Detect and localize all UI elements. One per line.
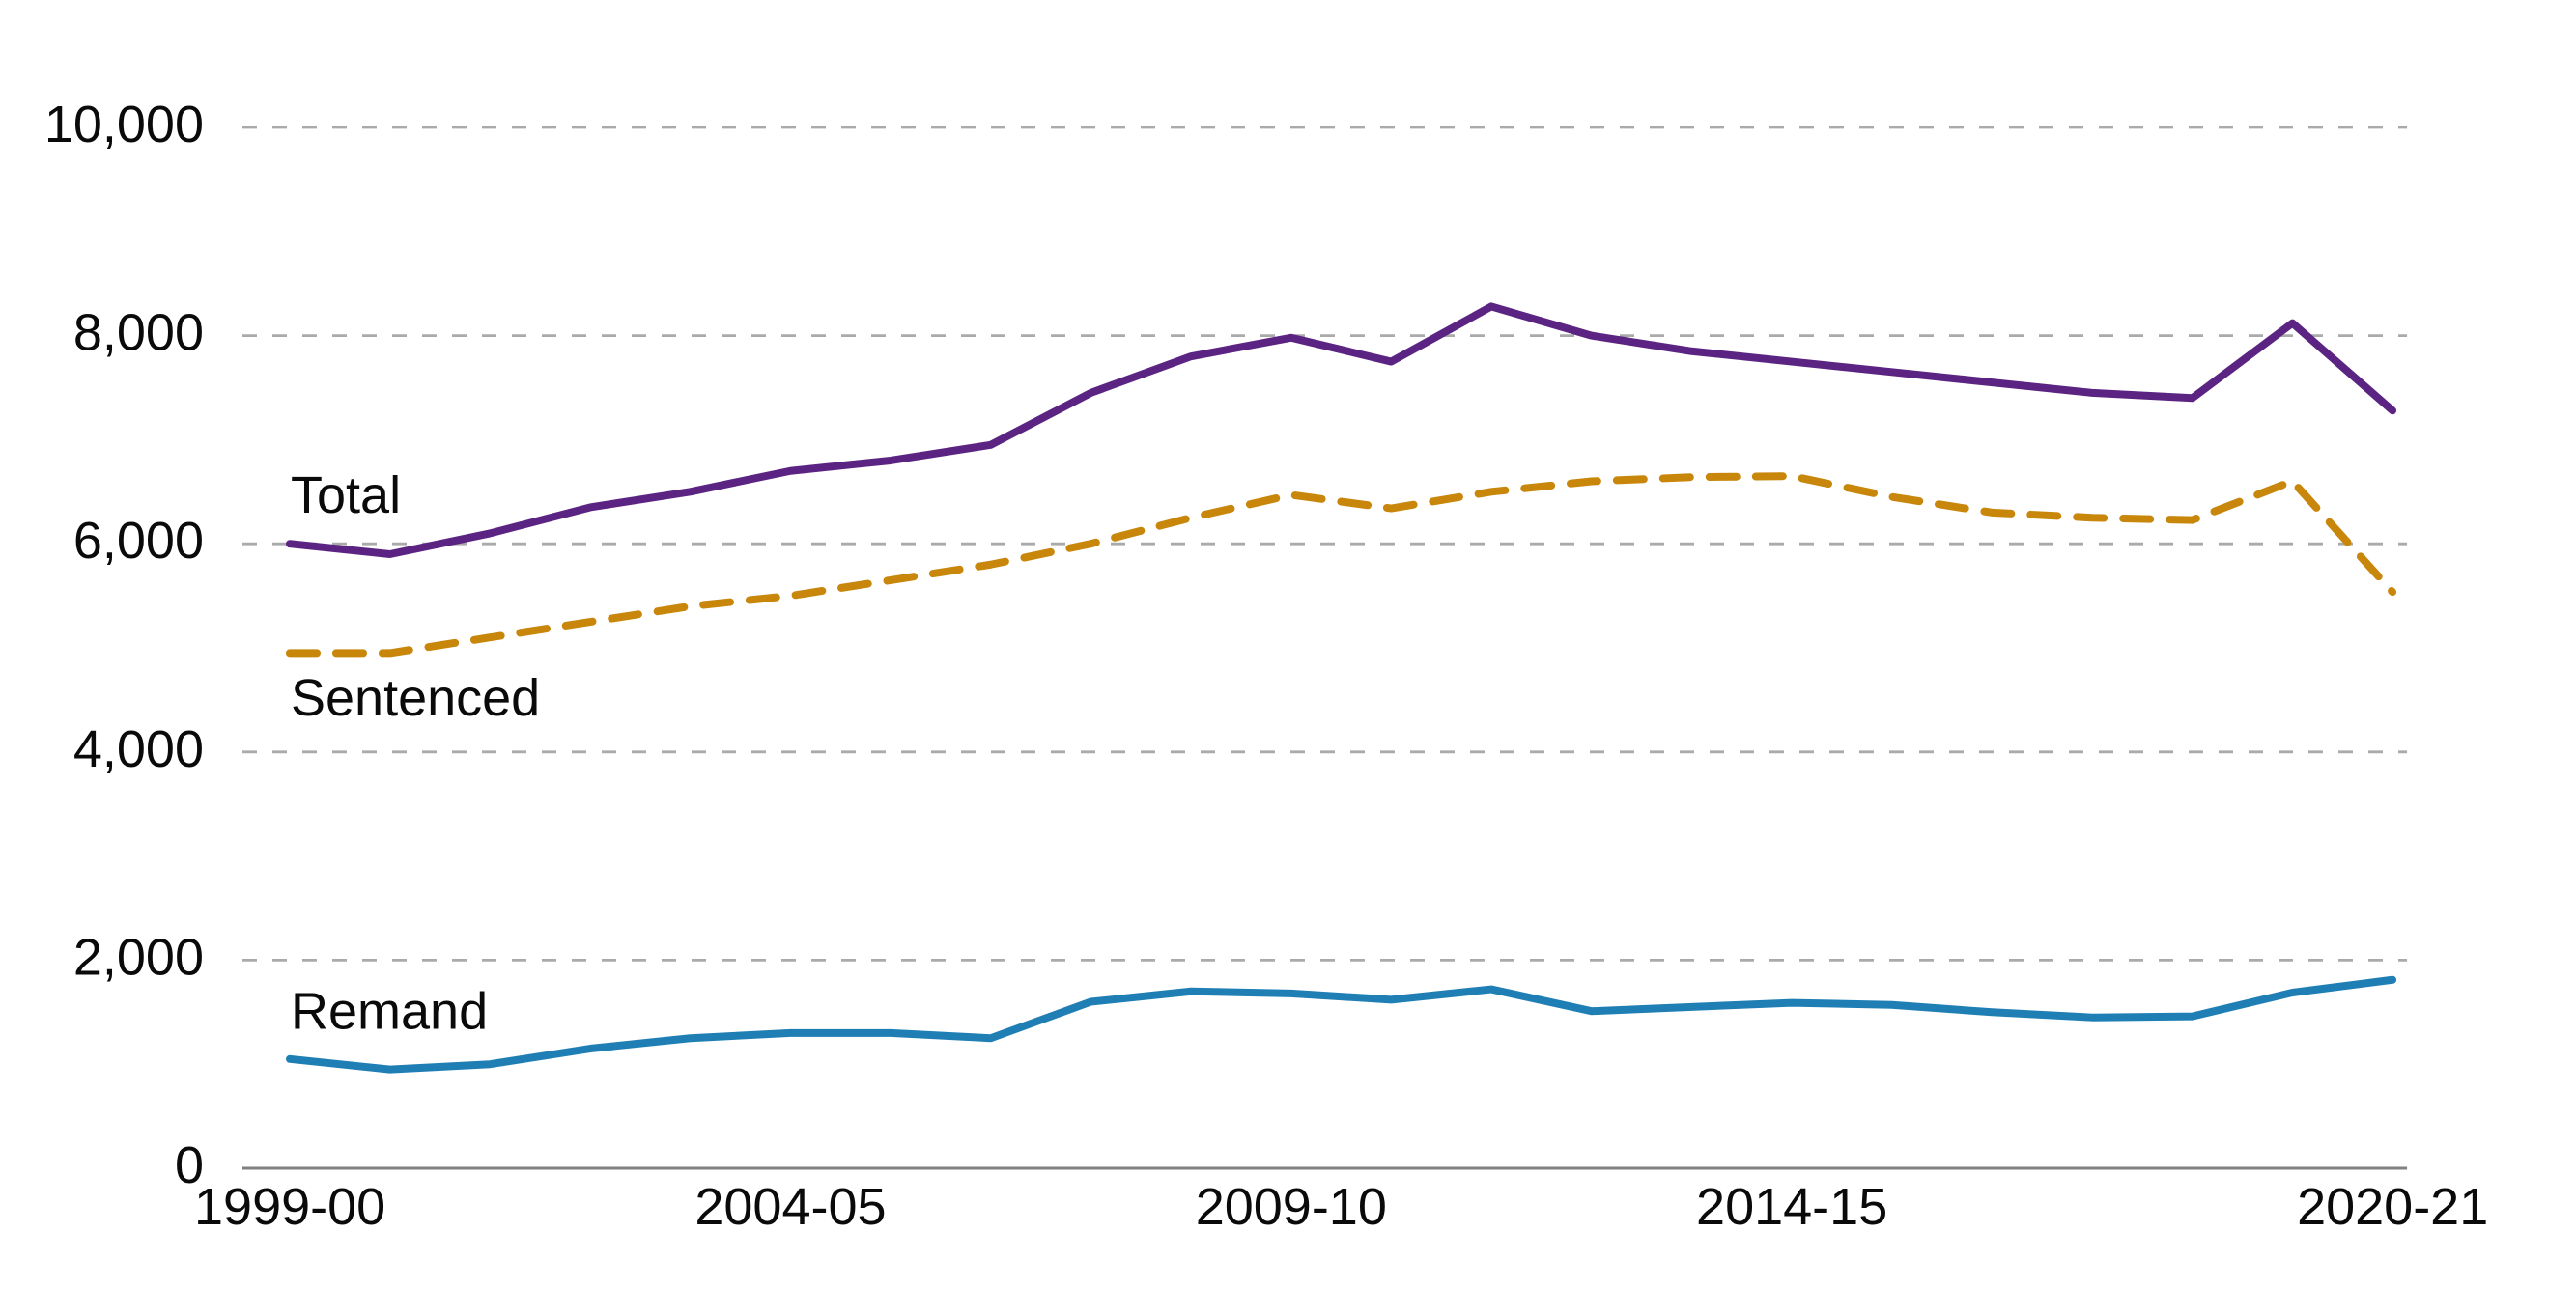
svg-text:Sentenced: Sentenced xyxy=(291,669,540,727)
svg-text:2014-15: 2014-15 xyxy=(1696,1178,1887,1236)
svg-text:2009-10: 2009-10 xyxy=(1196,1178,1387,1236)
svg-text:8,000: 8,000 xyxy=(73,304,204,362)
svg-text:2004-05: 2004-05 xyxy=(694,1178,886,1236)
svg-text:Remand: Remand xyxy=(291,983,488,1041)
svg-text:4,000: 4,000 xyxy=(73,720,204,778)
svg-text:Total: Total xyxy=(291,466,401,524)
svg-text:2,000: 2,000 xyxy=(73,928,204,986)
svg-text:10,000: 10,000 xyxy=(44,96,204,154)
svg-text:2020-21: 2020-21 xyxy=(2297,1178,2488,1236)
svg-text:1999-00: 1999-00 xyxy=(194,1178,385,1236)
svg-text:6,000: 6,000 xyxy=(73,512,204,570)
